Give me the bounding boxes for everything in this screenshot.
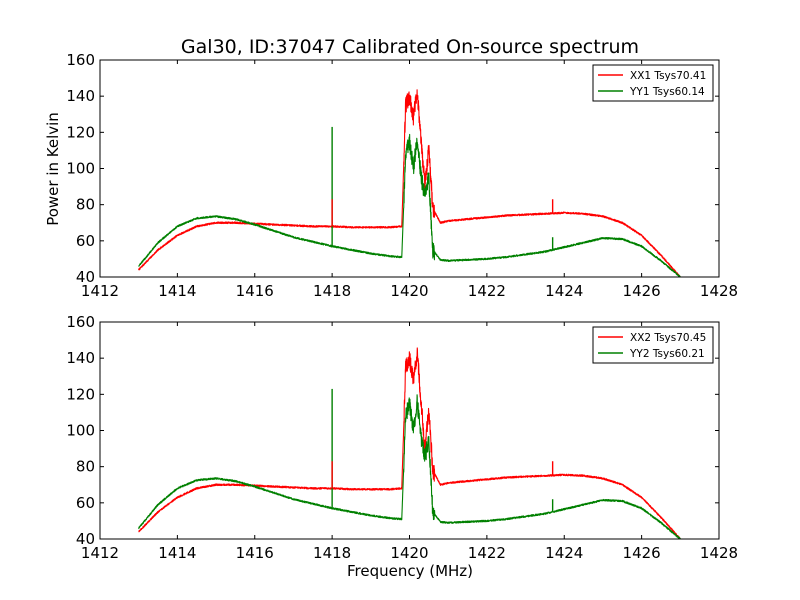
series-line-xx <box>138 89 681 277</box>
y-tick-label: 160 <box>66 51 95 69</box>
bottom-subplot: 1412 1414 1416 1418 1420 1422 1424 1426 1428 40 60… <box>66 313 738 562</box>
y-axis-label: Power in Kelvin <box>44 112 62 226</box>
legend-entry-label: YY1 Tsys60.14 <box>629 86 705 98</box>
x-tick-label: 1412 <box>81 544 119 562</box>
legend-box <box>592 326 714 364</box>
y-tick-label: 160 <box>66 313 95 331</box>
x-tick-label: 1422 <box>468 282 506 300</box>
y-tick-label: 40 <box>76 268 95 286</box>
legend: XX1 Tsys70.41 YY1 Tsys60.14 <box>592 64 714 102</box>
y-tick-label: 100 <box>66 422 95 440</box>
x-tick-label: 1424 <box>545 544 583 562</box>
legend: XX2 Tsys70.45 YY2 Tsys60.21 <box>592 326 714 364</box>
y-tick-label: 60 <box>76 494 95 512</box>
x-tick-label: 1420 <box>390 282 428 300</box>
x-tick-label: 1420 <box>390 544 428 562</box>
series-line-yy <box>138 133 681 277</box>
x-tick-label: 1414 <box>158 544 196 562</box>
legend-entry-label: XX1 Tsys70.41 <box>630 70 706 82</box>
x-tick-label: 1422 <box>468 544 506 562</box>
x-tick-label: 1414 <box>158 282 196 300</box>
legend-entry-label: XX2 Tsys70.45 <box>630 332 706 344</box>
y-tick-label: 80 <box>76 196 95 214</box>
y-tick-label: 120 <box>66 123 95 141</box>
x-tick-label: 1418 <box>313 544 351 562</box>
x-tick-label: 1412 <box>81 282 119 300</box>
y-tick-label: 140 <box>66 87 95 105</box>
legend-box <box>592 64 714 102</box>
y-tick-label: 100 <box>66 160 95 178</box>
plot-area <box>138 347 681 539</box>
top-subplot: 1412 1414 1416 1418 1420 1422 1424 1426 1428 40 60… <box>66 51 738 300</box>
x-tick-label: 1416 <box>236 544 274 562</box>
plot-area <box>138 89 681 277</box>
y-tick-label: 60 <box>76 232 95 250</box>
x-tick-label: 1418 <box>313 282 351 300</box>
x-tick-label: 1416 <box>236 282 274 300</box>
x-tick-label: 1428 <box>700 282 738 300</box>
y-tick-label: 140 <box>66 349 95 367</box>
x-tick-label: 1428 <box>700 544 738 562</box>
series-line-yy <box>138 394 681 539</box>
x-tick-label: 1424 <box>545 282 583 300</box>
series-line-xx <box>138 347 681 539</box>
figure-title: Gal30, ID:37047 Calibrated On-source spe… <box>181 36 639 58</box>
legend-entry-label: YY2 Tsys60.21 <box>629 348 705 360</box>
x-tick-label: 1426 <box>623 544 661 562</box>
y-tick-label: 80 <box>76 458 95 476</box>
y-tick-label: 120 <box>66 385 95 403</box>
x-axis-label: Frequency (MHz) <box>347 562 473 580</box>
y-tick-label: 40 <box>76 530 95 548</box>
x-tick-label: 1426 <box>623 282 661 300</box>
